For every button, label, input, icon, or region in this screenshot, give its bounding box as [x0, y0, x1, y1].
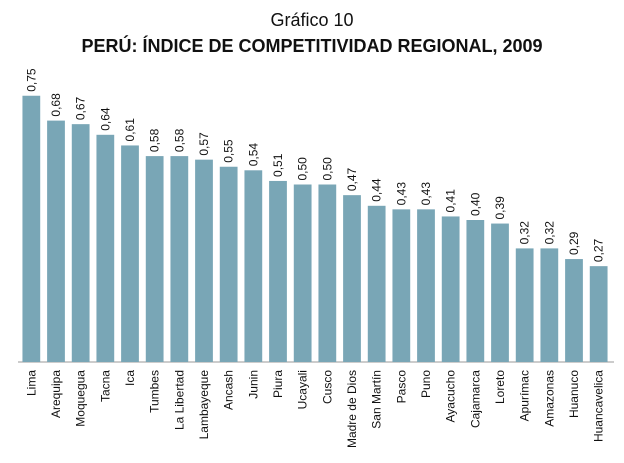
value-label: 0,43 — [394, 182, 408, 206]
chart-subtitle: PERÚ: ÍNDICE DE COMPETITIVIDAD REGIONAL,… — [81, 35, 542, 56]
bar — [244, 170, 263, 362]
x-tick-label: Huancavelica — [592, 370, 606, 442]
x-tick-label: Piura — [271, 370, 285, 398]
x-tick-label: Apurímac — [518, 370, 532, 421]
x-tick-label: La Libertad — [172, 370, 186, 430]
value-label: 0,41 — [444, 189, 458, 213]
value-label: 0,64 — [98, 107, 112, 131]
value-label: 0,75 — [24, 68, 38, 92]
x-tick-label: San Martín — [370, 370, 384, 429]
x-tick-label: Lima — [24, 370, 38, 396]
value-label: 0,67 — [74, 96, 88, 120]
x-tick-label: Cusco — [320, 370, 334, 404]
value-label: 0,27 — [592, 238, 606, 262]
bar — [195, 159, 213, 362]
bar — [121, 145, 139, 362]
bar — [170, 156, 189, 362]
value-label: 0,43 — [419, 182, 433, 206]
value-label: 0,57 — [197, 132, 211, 156]
bar — [589, 266, 608, 362]
x-tick-label: Tumbes — [148, 370, 162, 413]
bar — [219, 166, 238, 362]
value-label: 0,58 — [172, 128, 186, 152]
x-tick-label: Ayacucho — [444, 370, 458, 423]
x-tick-label: Arequipa — [49, 370, 63, 418]
x-tick-label: Puno — [419, 370, 433, 398]
x-tick-label: Junin — [246, 370, 260, 399]
x-tick-label: Amazonas — [542, 370, 556, 427]
chart-title: Gráfico 10 — [270, 10, 353, 30]
value-label: 0,44 — [370, 178, 384, 202]
bar — [22, 95, 41, 362]
x-tick-label: Lambayeque — [197, 370, 211, 440]
value-label: 0,50 — [296, 157, 310, 181]
x-tick-label: Pasco — [394, 370, 408, 404]
x-tick-label: Madre de Dios — [345, 370, 359, 448]
x-tick-label: Moquegua — [74, 370, 88, 427]
bar — [540, 248, 559, 362]
bar — [293, 184, 312, 362]
x-tick-label: Ucayali — [296, 370, 310, 409]
bar — [392, 209, 411, 362]
value-label: 0,61 — [123, 118, 137, 142]
bar — [565, 259, 583, 362]
x-tick-label: Loreto — [493, 370, 507, 404]
bar — [491, 223, 509, 362]
bar — [343, 195, 361, 362]
value-label: 0,32 — [542, 221, 556, 245]
bar — [318, 184, 337, 362]
x-tick-label: Tacna — [98, 370, 112, 402]
bar — [71, 124, 90, 363]
value-label: 0,29 — [567, 231, 581, 255]
x-tick-label: Huanuco — [567, 370, 581, 418]
bar — [367, 205, 386, 362]
bar — [466, 220, 485, 362]
value-label: 0,58 — [148, 128, 162, 152]
x-tick-label: Ancash — [222, 370, 236, 410]
x-tick-label: Ica — [123, 370, 137, 386]
value-label: 0,32 — [518, 221, 532, 245]
bar — [47, 120, 65, 362]
x-tick-label: Cajamarca — [468, 370, 482, 428]
bar — [417, 209, 435, 362]
value-label: 0,54 — [246, 143, 260, 167]
value-label: 0,51 — [271, 153, 285, 177]
bar — [145, 156, 164, 362]
value-label: 0,47 — [345, 167, 359, 191]
bar — [269, 180, 287, 362]
value-label: 0,39 — [493, 196, 507, 220]
value-label: 0,50 — [320, 157, 334, 181]
value-label: 0,68 — [49, 93, 63, 117]
bar — [441, 216, 460, 362]
bar — [515, 248, 534, 362]
value-label: 0,55 — [222, 139, 236, 163]
value-label: 0,40 — [468, 192, 482, 216]
bar — [96, 134, 115, 362]
